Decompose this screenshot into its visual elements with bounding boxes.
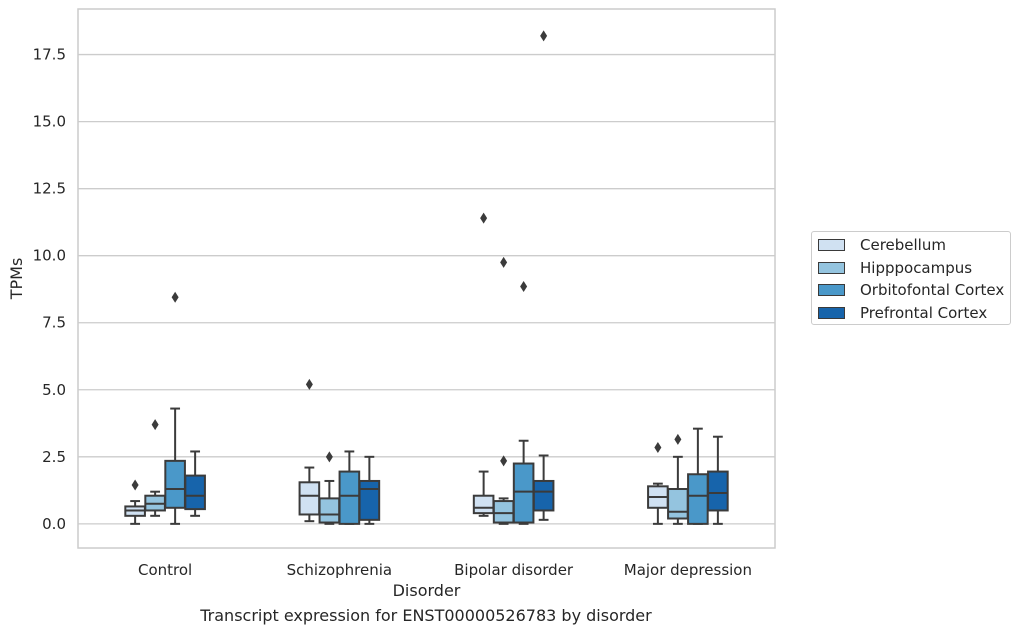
- box-orbitofontal-cortex: [512, 281, 535, 525]
- y-tick-label: 15.0: [33, 113, 66, 131]
- box-iqr: [512, 462, 535, 524]
- y-axis-label: TPMs: [7, 258, 26, 301]
- box-prefrontal-cortex: [184, 450, 206, 517]
- legend-item: Orbitofontal Cortex: [818, 280, 1004, 300]
- legend-label: Orbitofontal Cortex: [860, 281, 1005, 299]
- y-tick-labels: 0.0 2.5 5.0 7.5 10.0 12.5 15.0 17.5: [33, 46, 66, 533]
- box-iqr: [472, 494, 495, 515]
- outlier-point: [151, 419, 159, 431]
- outlier-point: [674, 433, 682, 445]
- legend-swatch: [818, 306, 845, 319]
- legend-item: Cerebellum: [818, 235, 946, 255]
- box-cerebellum: [298, 378, 321, 523]
- outlier-point: [500, 256, 508, 268]
- box-orbitofontal-cortex: [164, 291, 186, 525]
- y-tick-label: 10.0: [33, 247, 66, 265]
- box-cerebellum: [124, 479, 146, 525]
- box-layer: [124, 30, 729, 525]
- outlier-point: [540, 30, 548, 42]
- outlier-point: [131, 479, 139, 491]
- y-tick-label: 17.5: [33, 46, 66, 64]
- box-prefrontal-cortex: [532, 30, 555, 521]
- y-tick-label: 12.5: [33, 180, 66, 198]
- box-iqr: [338, 470, 361, 525]
- outlier-point: [480, 212, 488, 224]
- y-tick-label: 0.0: [42, 515, 66, 533]
- box-hipppocampus: [144, 419, 166, 517]
- x-tick-label: Bipolar disorder: [454, 561, 574, 579]
- box-orbitofontal-cortex: [338, 450, 361, 525]
- outlier-point: [654, 441, 662, 453]
- box-iqr: [358, 479, 381, 521]
- legend-label: Hipppocampus: [860, 258, 973, 277]
- outlier-point: [500, 455, 508, 467]
- box-cerebellum: [472, 212, 495, 517]
- box-hipppocampus: [318, 451, 341, 525]
- chart-caption: Transcript expression for ENST0000052678…: [200, 606, 652, 625]
- x-tick-label: Schizophrenia: [287, 561, 392, 579]
- plot-frame: [77, 8, 776, 549]
- box-iqr: [318, 497, 341, 524]
- box-prefrontal-cortex: [358, 455, 381, 525]
- grid-layer: [78, 53, 775, 525]
- box-iqr: [184, 474, 206, 511]
- legend-item: Hipppocampus: [818, 258, 972, 278]
- legend: Cerebellum Hipppocampus Orbitofontal Corte…: [811, 231, 1011, 325]
- legend-swatch: [818, 284, 845, 296]
- outlier-point: [171, 291, 179, 303]
- box-iqr: [298, 481, 321, 516]
- x-tick-label: Major depression: [624, 561, 752, 579]
- legend-swatch: [818, 239, 845, 251]
- box-iqr: [687, 473, 709, 525]
- y-tick-label: 7.5: [42, 314, 66, 332]
- legend-label: Cerebellum: [860, 236, 946, 254]
- outlier-point: [325, 451, 333, 463]
- box-cerebellum: [647, 441, 669, 525]
- box-iqr: [532, 479, 555, 512]
- x-tick-labels: Control Schizophrenia Bipolar disorder Majo…: [138, 561, 752, 579]
- legend-item: Prefrontal Cortex: [818, 303, 987, 323]
- x-tick-label: Control: [138, 561, 192, 579]
- outlier-point: [305, 378, 313, 390]
- box-hipppocampus: [667, 433, 689, 525]
- legend-label: Prefrontal Cortex: [860, 303, 988, 322]
- box-iqr: [707, 470, 729, 512]
- y-tick-label: 2.5: [42, 448, 66, 466]
- x-axis-label: Disorder: [393, 581, 461, 600]
- legend-swatch: [818, 261, 845, 274]
- box-iqr: [492, 500, 515, 524]
- box-prefrontal-cortex: [707, 435, 729, 525]
- box-orbitofontal-cortex: [687, 427, 709, 525]
- box-iqr: [164, 459, 186, 509]
- box-iqr: [667, 488, 689, 520]
- y-tick-label: 5.0: [42, 381, 66, 399]
- outlier-point: [520, 281, 528, 293]
